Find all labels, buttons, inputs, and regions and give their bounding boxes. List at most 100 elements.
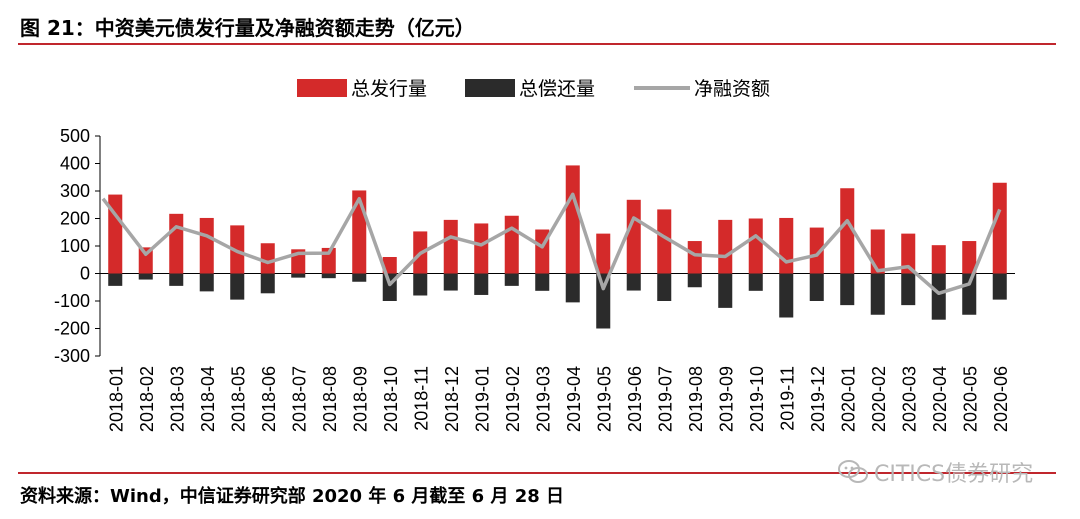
bar-总偿还量-2019-11 (779, 273, 794, 318)
y-tick-label: 200 (60, 209, 90, 229)
bar-总偿还量-2019-12 (809, 273, 824, 301)
y-tick-label: 300 (60, 181, 90, 201)
bar-总发行量-2020-01 (840, 188, 855, 274)
chart-title: 图 21：中资美元债发行量及净融资额走势（亿元） (20, 16, 475, 40)
y-tick-label: -300 (54, 346, 90, 366)
legend-swatch (297, 79, 347, 97)
x-tick-label: 2018-09 (350, 366, 370, 432)
y-tick-label: 0 (80, 264, 90, 284)
x-tick-label: 2018-04 (198, 366, 218, 432)
bar-总发行量-2019-08 (687, 241, 702, 274)
bars (108, 165, 1007, 329)
bar-总偿还量-2018-05 (230, 273, 245, 300)
footer-divider (18, 472, 1056, 474)
bar-总偿还量-2019-05 (596, 273, 611, 329)
x-tick-label: 2018-06 (259, 366, 279, 432)
legend-item-净融资额: 净融资额 (634, 78, 770, 100)
bar-总偿还量-2018-08 (321, 273, 336, 279)
bar-总发行量-2019-07 (657, 209, 672, 274)
bar-总偿还量-2018-03 (169, 273, 184, 286)
bar-总发行量-2018-02 (138, 247, 153, 274)
source-note: 资料来源：Wind，中信证券研究部 2020 年 6 月截至 6 月 28 日 (20, 486, 565, 507)
x-tick-label: 2019-09 (716, 366, 736, 432)
x-tick-label: 2019-04 (564, 366, 584, 432)
legend-swatch (465, 79, 515, 97)
net-line (101, 192, 1002, 296)
line-净融资额 (101, 192, 1002, 296)
x-tick-label: 2018-08 (320, 366, 340, 432)
bar-总发行量-2018-12 (443, 219, 458, 274)
y-tick-label: -100 (54, 291, 90, 311)
bar-总发行量-2019-05 (596, 233, 611, 274)
x-tick-label: 2019-06 (625, 366, 645, 432)
x-tick-label: 2018-12 (442, 366, 462, 432)
bar-总发行量-2019-12 (809, 227, 824, 274)
bar-总偿还量-2019-01 (474, 273, 489, 295)
bar-总发行量-2018-03 (169, 213, 184, 274)
bar-总发行量-2019-09 (718, 219, 733, 274)
bar-总偿还量-2020-01 (840, 273, 855, 306)
x-tick-label: 2019-12 (808, 366, 828, 432)
bar-总偿还量-2018-11 (413, 273, 428, 296)
x-tick-label: 2020-02 (869, 366, 889, 432)
y-tick-label: 500 (60, 126, 90, 146)
bar-总发行量-2019-10 (748, 218, 763, 274)
x-tick-label: 2018-01 (106, 366, 126, 432)
x-tick-label: 2018-11 (411, 366, 431, 431)
bar-总偿还量-2020-04 (931, 273, 946, 320)
x-tick-label: 2019-10 (747, 366, 767, 432)
bar-总发行量-2019-06 (626, 199, 641, 274)
bar-总发行量-2018-05 (230, 225, 245, 274)
bar-总偿还量-2018-02 (138, 273, 153, 280)
bar-总发行量-2018-06 (260, 243, 275, 274)
x-tick-label: 2020-01 (838, 366, 858, 432)
bar-总偿还量-2020-03 (901, 273, 916, 306)
bar-总发行量-2020-05 (962, 241, 977, 274)
x-tick-label: 2020-06 (991, 366, 1011, 432)
bar-总发行量-2019-02 (504, 215, 519, 274)
bar-总偿还量-2019-10 (748, 273, 763, 291)
title-divider (18, 43, 1056, 45)
bar-总偿还量-2019-07 (657, 273, 672, 301)
y-tick-label: -200 (54, 319, 90, 339)
bar-总偿还量-2019-06 (626, 273, 641, 291)
x-tick-label: 2019-02 (503, 366, 523, 432)
legend-item-总偿还量: 总偿还量 (465, 78, 595, 100)
bar-总偿还量-2019-08 (687, 273, 702, 288)
bar-总发行量-2018-04 (199, 217, 214, 274)
x-tick-label: 2019-11 (777, 366, 797, 431)
bar-总偿还量-2018-01 (108, 273, 123, 286)
bar-总发行量-2018-10 (382, 257, 397, 274)
bar-总偿还量-2019-09 (718, 273, 733, 308)
bar-总发行量-2019-04 (565, 165, 580, 274)
axes (95, 135, 1015, 357)
bar-总发行量-2020-06 (992, 182, 1007, 274)
bar-总偿还量-2018-09 (352, 273, 367, 282)
x-tick-label: 2018-07 (289, 366, 309, 432)
legend-item-总发行量: 总发行量 (297, 78, 427, 100)
bar-总偿还量-2019-03 (535, 273, 550, 291)
x-tick-label: 2020-03 (899, 366, 919, 432)
bar-总偿还量-2020-06 (992, 273, 1007, 300)
legend-label: 总偿还量 (519, 78, 595, 100)
bar-总发行量-2019-01 (474, 223, 489, 274)
bar-总发行量-2020-03 (901, 233, 916, 274)
x-tick-label: 2019-05 (594, 366, 614, 432)
legend-label: 总发行量 (351, 78, 427, 100)
x-tick-label: 2020-04 (930, 366, 950, 432)
x-tick-label: 2019-08 (686, 366, 706, 432)
x-tick-label: 2019-07 (655, 366, 675, 432)
bar-总发行量-2019-11 (779, 217, 794, 274)
bar-总偿还量-2018-06 (260, 273, 275, 294)
watermark: CITICS债券研究 (838, 456, 1033, 488)
y-tick-label: 100 (60, 236, 90, 256)
chart-svg: 总发行量 总偿还量 净融资额 500 400 300 200 100 0 -100 -200 -30… (54, 78, 1015, 432)
bar-总发行量-2018-01 (108, 194, 123, 274)
bar-总偿还量-2018-07 (291, 273, 306, 278)
legend: 总发行量 总偿还量 净融资额 (297, 78, 770, 100)
x-tick-label: 2018-10 (381, 366, 401, 432)
y-tick-label: 400 (60, 154, 90, 174)
x-tick-label: 2020-05 (960, 366, 980, 432)
bar-总偿还量-2019-04 (565, 273, 580, 303)
x-tick-label: 2019-03 (533, 366, 553, 432)
